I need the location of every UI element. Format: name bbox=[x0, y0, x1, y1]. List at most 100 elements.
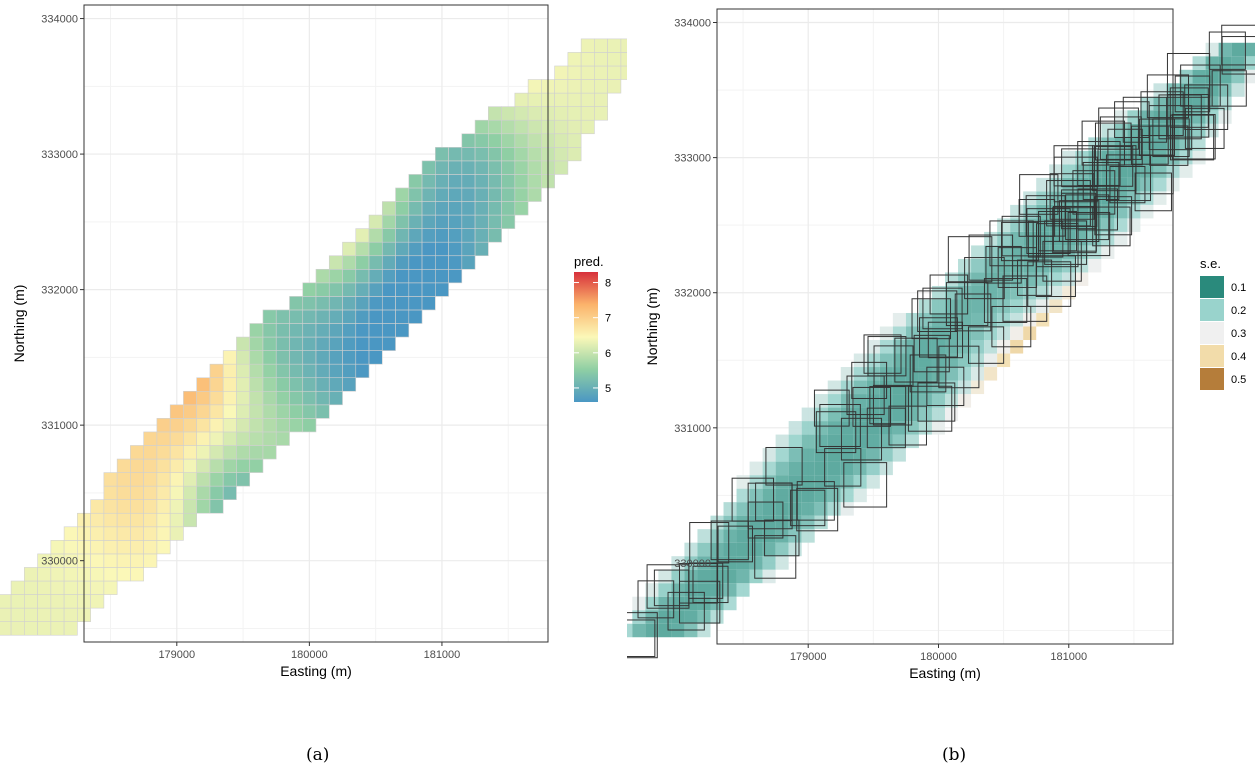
tile bbox=[368, 309, 383, 324]
tile bbox=[984, 353, 998, 368]
sample-square bbox=[717, 525, 753, 563]
tile bbox=[697, 583, 711, 597]
sample-square bbox=[1174, 75, 1211, 113]
legend: s.e. 0.1 0.2 0.3 0.4 0.5 bbox=[1200, 256, 1246, 390]
tile bbox=[249, 445, 264, 460]
sample-square bbox=[866, 407, 906, 449]
x-tick-label: 179000 bbox=[158, 649, 195, 661]
tile bbox=[169, 485, 184, 500]
tile bbox=[421, 296, 436, 311]
tile bbox=[658, 569, 672, 584]
tile bbox=[368, 350, 383, 365]
tile bbox=[408, 187, 423, 202]
tile bbox=[381, 201, 396, 216]
tile bbox=[736, 475, 750, 489]
tile bbox=[971, 326, 985, 341]
sample-square bbox=[1067, 211, 1111, 257]
tile bbox=[554, 147, 569, 162]
tile bbox=[1036, 191, 1050, 205]
tile bbox=[749, 542, 763, 557]
y-tick-label: 330000 bbox=[674, 558, 711, 570]
sample-square bbox=[1027, 261, 1072, 307]
sample-square bbox=[1065, 194, 1110, 241]
tile bbox=[514, 92, 529, 107]
tile bbox=[1114, 231, 1128, 246]
tile bbox=[395, 255, 410, 270]
sample-square bbox=[710, 520, 749, 561]
tile bbox=[222, 458, 237, 473]
legend-key bbox=[1200, 299, 1224, 321]
tile bbox=[1075, 177, 1089, 192]
tile bbox=[328, 323, 343, 338]
legend-key bbox=[1200, 322, 1224, 344]
tile bbox=[50, 594, 65, 609]
tile bbox=[368, 282, 383, 297]
sample-square bbox=[867, 336, 907, 377]
tile bbox=[328, 282, 343, 297]
tile bbox=[10, 607, 25, 622]
tile bbox=[209, 377, 224, 392]
tile bbox=[24, 567, 38, 582]
tile bbox=[289, 363, 304, 379]
tile bbox=[302, 390, 317, 406]
tile bbox=[209, 499, 224, 514]
legend-key bbox=[1200, 345, 1224, 367]
tile bbox=[209, 431, 224, 446]
tile bbox=[945, 272, 959, 286]
tile bbox=[775, 515, 789, 530]
tile bbox=[143, 472, 158, 487]
tile bbox=[501, 160, 516, 175]
tile bbox=[395, 309, 410, 324]
tile bbox=[580, 38, 595, 53]
tile bbox=[435, 187, 449, 202]
tile bbox=[1244, 69, 1255, 84]
tile bbox=[879, 326, 893, 341]
tile bbox=[183, 404, 197, 419]
tile bbox=[302, 323, 317, 338]
tile bbox=[143, 553, 158, 568]
tile bbox=[315, 268, 330, 284]
tile bbox=[156, 485, 171, 500]
sample-square bbox=[1221, 24, 1255, 66]
tile bbox=[801, 461, 815, 476]
tile bbox=[156, 431, 171, 446]
tile bbox=[63, 594, 78, 609]
tile bbox=[892, 340, 906, 354]
sample-square bbox=[667, 591, 705, 631]
tile bbox=[435, 201, 449, 216]
tile bbox=[275, 431, 290, 446]
sample-square bbox=[692, 565, 729, 604]
tile bbox=[116, 512, 131, 528]
tile bbox=[355, 255, 370, 270]
y-axis-label: Northing (m) bbox=[11, 285, 27, 363]
tile bbox=[527, 160, 542, 175]
tile bbox=[879, 340, 893, 354]
tile bbox=[684, 569, 698, 584]
tile bbox=[328, 390, 343, 406]
tile bbox=[1127, 150, 1141, 165]
tile bbox=[892, 407, 906, 422]
tile bbox=[408, 255, 423, 270]
tile bbox=[183, 431, 197, 446]
tile bbox=[421, 255, 436, 270]
tile bbox=[342, 255, 357, 270]
tile bbox=[749, 556, 763, 570]
sample-square bbox=[894, 337, 938, 383]
sample-square bbox=[653, 569, 690, 607]
legend-label: 0.2 bbox=[1231, 305, 1246, 317]
tile bbox=[24, 594, 38, 609]
tile bbox=[736, 542, 750, 557]
tile bbox=[527, 119, 542, 135]
tile bbox=[222, 404, 237, 419]
tile bbox=[448, 228, 463, 243]
tile bbox=[645, 623, 659, 638]
tile bbox=[788, 448, 802, 462]
tile bbox=[931, 421, 945, 435]
tile bbox=[130, 499, 144, 514]
tile bbox=[130, 553, 144, 568]
tile bbox=[762, 542, 776, 557]
tile bbox=[103, 472, 118, 487]
tile bbox=[1062, 231, 1076, 246]
tile bbox=[474, 147, 489, 162]
tile bbox=[775, 461, 789, 476]
